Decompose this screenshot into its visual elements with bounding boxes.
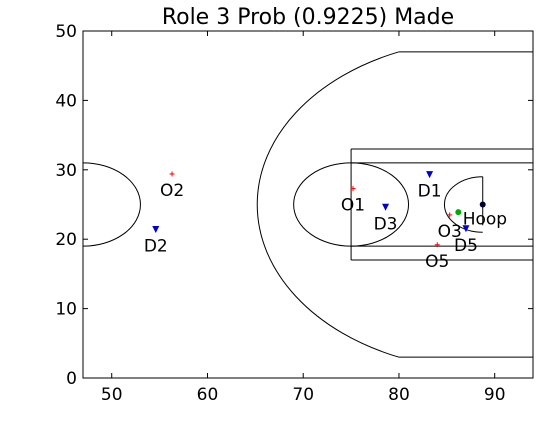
hoop-marker [479, 201, 486, 208]
player-points [152, 171, 486, 248]
y-tick-label: 0 [66, 369, 77, 389]
x-axis: 50 60 70 80 90 [101, 31, 506, 405]
plot-frame [82, 30, 534, 379]
d2-label: D2 [144, 236, 168, 256]
free-throw-circle [293, 162, 410, 247]
o2-marker [169, 171, 175, 177]
d2-marker [152, 225, 160, 233]
o5-marker [434, 242, 440, 248]
d5-label: D5 [454, 236, 478, 256]
chart-title: Role 3 Prob (0.9225) Made [162, 5, 454, 30]
x-tick-label: 60 [197, 385, 219, 405]
d3-label: D3 [374, 214, 398, 234]
y-axis: 0 10 20 30 40 50 [55, 22, 533, 389]
o3-label: O3 [438, 222, 462, 242]
player-labels: O1 O2 O3 O5 D1 D2 D3 D5 Hoop [144, 181, 507, 272]
court-lines [83, 51, 533, 358]
x-tick-label: 70 [292, 385, 314, 405]
o5-label: O5 [425, 252, 449, 272]
three-point-arc [256, 51, 400, 358]
y-tick-label: 40 [55, 91, 77, 111]
hoop-label: Hoop [463, 210, 507, 230]
o2-label: O2 [160, 181, 184, 201]
o1-marker [350, 186, 356, 192]
y-tick-label: 10 [55, 300, 77, 320]
ball-marker [455, 209, 462, 216]
o3-marker [447, 212, 453, 218]
y-tick-label: 20 [55, 230, 77, 250]
d1-marker [426, 171, 434, 179]
center-circle [83, 162, 141, 247]
y-tick-label: 50 [55, 22, 77, 42]
d1-label: D1 [418, 182, 442, 202]
y-tick-label: 30 [55, 161, 77, 181]
x-tick-label: 50 [101, 385, 123, 405]
o1-label: O1 [341, 196, 365, 216]
x-tick-label: 80 [388, 385, 410, 405]
x-tick-label: 90 [484, 385, 506, 405]
d3-marker [382, 203, 390, 211]
d5-marker [462, 225, 470, 233]
